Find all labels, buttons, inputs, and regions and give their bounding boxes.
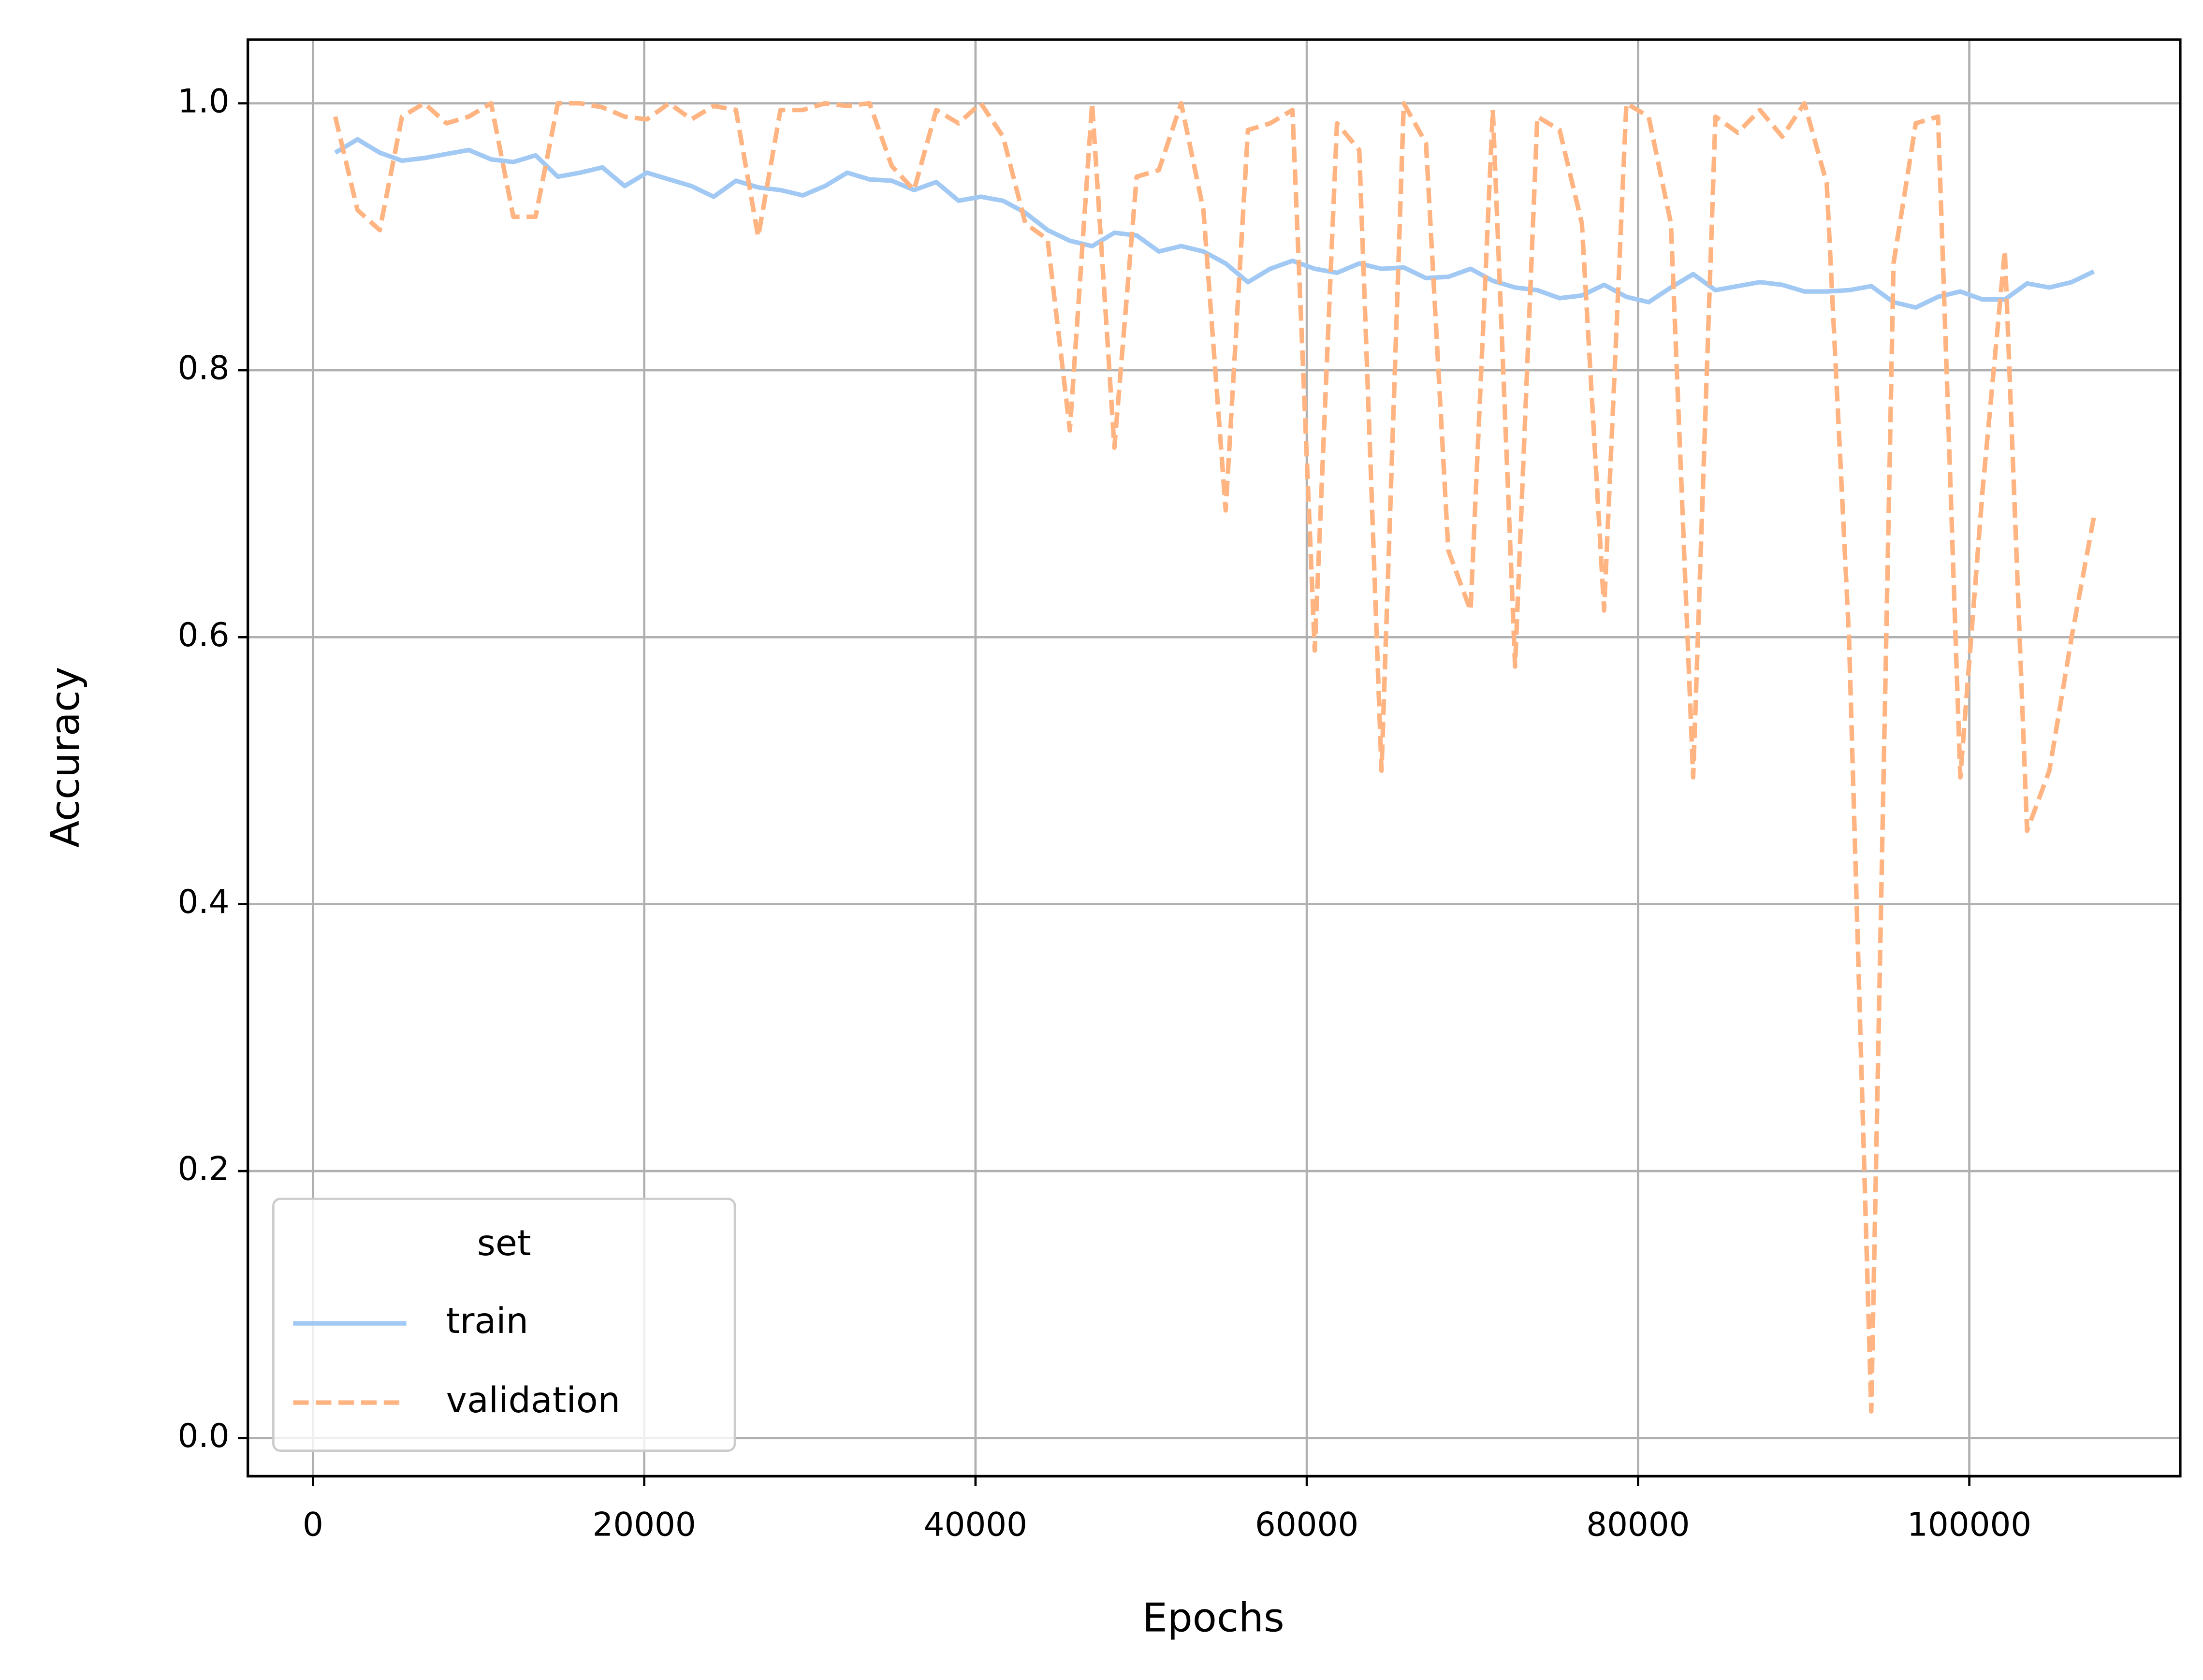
legend-label: validation — [446, 1380, 620, 1421]
legend-box — [272, 1198, 736, 1452]
y-tick-label: 0.2 — [178, 1150, 230, 1188]
y-tick-label: 1.0 — [178, 82, 230, 120]
y-axis-label: Accuracy — [43, 667, 88, 848]
y-tick-label: 0.0 — [178, 1417, 230, 1455]
y-tick-label: 0.6 — [178, 616, 230, 654]
x-tick-label: 40000 — [924, 1505, 1027, 1543]
y-tick-label: 0.4 — [178, 883, 230, 921]
plot-frame — [247, 38, 2182, 1477]
data-line — [334, 137, 2095, 310]
legend-label: train — [446, 1301, 528, 1342]
x-tick-label: 80000 — [1586, 1505, 1690, 1543]
x-tick-label: 0 — [303, 1505, 323, 1543]
x-tick-label: 20000 — [593, 1505, 696, 1543]
legend: set train validation — [272, 1198, 736, 1452]
y-tick-label: 0.8 — [178, 349, 230, 387]
data-line — [333, 101, 2096, 1414]
x-axis-label: Epochs — [1142, 1595, 1284, 1641]
x-tick-label: 100000 — [1907, 1505, 2031, 1543]
legend-title: set — [477, 1223, 531, 1264]
x-tick-label: 60000 — [1255, 1505, 1358, 1543]
